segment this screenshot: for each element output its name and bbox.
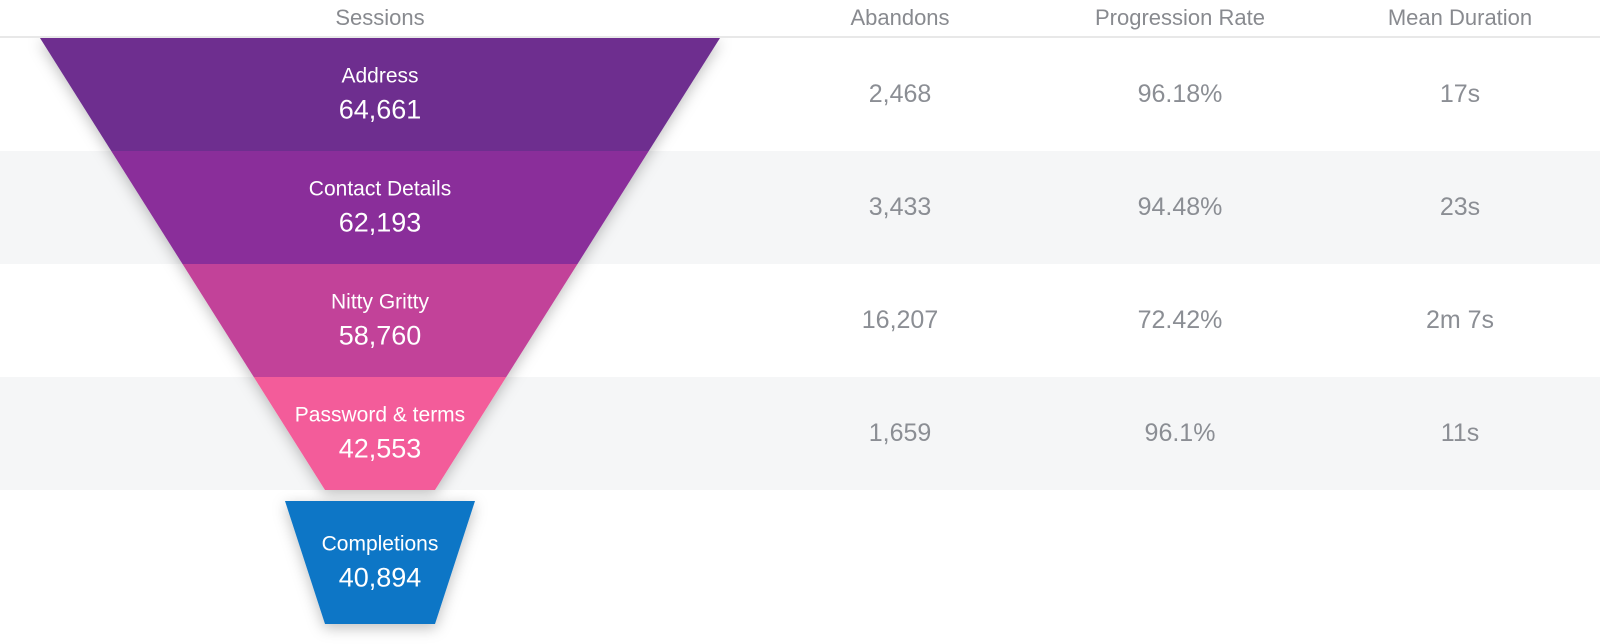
- header-abandons: Abandons: [760, 5, 1040, 31]
- progression-2: 72.42%: [1040, 306, 1320, 335]
- funnel-chart: Sessions Abandons Progression Rate Mean …: [0, 0, 1600, 644]
- progression-3: 96.1%: [1040, 419, 1320, 448]
- funnel-segment-4[interactable]: [285, 501, 475, 624]
- duration-2: 2m 7s: [1320, 306, 1600, 335]
- progression-0: 96.18%: [1040, 80, 1320, 109]
- header-row: Sessions Abandons Progression Rate Mean …: [0, 0, 1600, 38]
- body-area: 2,468 96.18% 17s 3,433 94.48% 23s 16,207…: [0, 38, 1600, 644]
- metrics-table: 2,468 96.18% 17s 3,433 94.48% 23s 16,207…: [0, 38, 1600, 490]
- metric-row-2: 16,207 72.42% 2m 7s: [0, 264, 1600, 377]
- metric-row-3: 1,659 96.1% 11s: [0, 377, 1600, 490]
- metric-row-1: 3,433 94.48% 23s: [0, 151, 1600, 264]
- header-duration: Mean Duration: [1320, 5, 1600, 31]
- duration-3: 11s: [1320, 419, 1600, 448]
- abandons-2: 16,207: [760, 306, 1040, 335]
- abandons-3: 1,659: [760, 419, 1040, 448]
- funnel-seg-value-4: 40,894: [339, 563, 422, 593]
- header-sessions: Sessions: [0, 5, 760, 31]
- metric-row-0: 2,468 96.18% 17s: [0, 38, 1600, 151]
- funnel-seg-label-4: Completions: [322, 533, 439, 556]
- progression-1: 94.48%: [1040, 193, 1320, 222]
- duration-0: 17s: [1320, 80, 1600, 109]
- abandons-1: 3,433: [760, 193, 1040, 222]
- abandons-0: 2,468: [760, 80, 1040, 109]
- header-progression: Progression Rate: [1040, 5, 1320, 31]
- duration-1: 23s: [1320, 193, 1600, 222]
